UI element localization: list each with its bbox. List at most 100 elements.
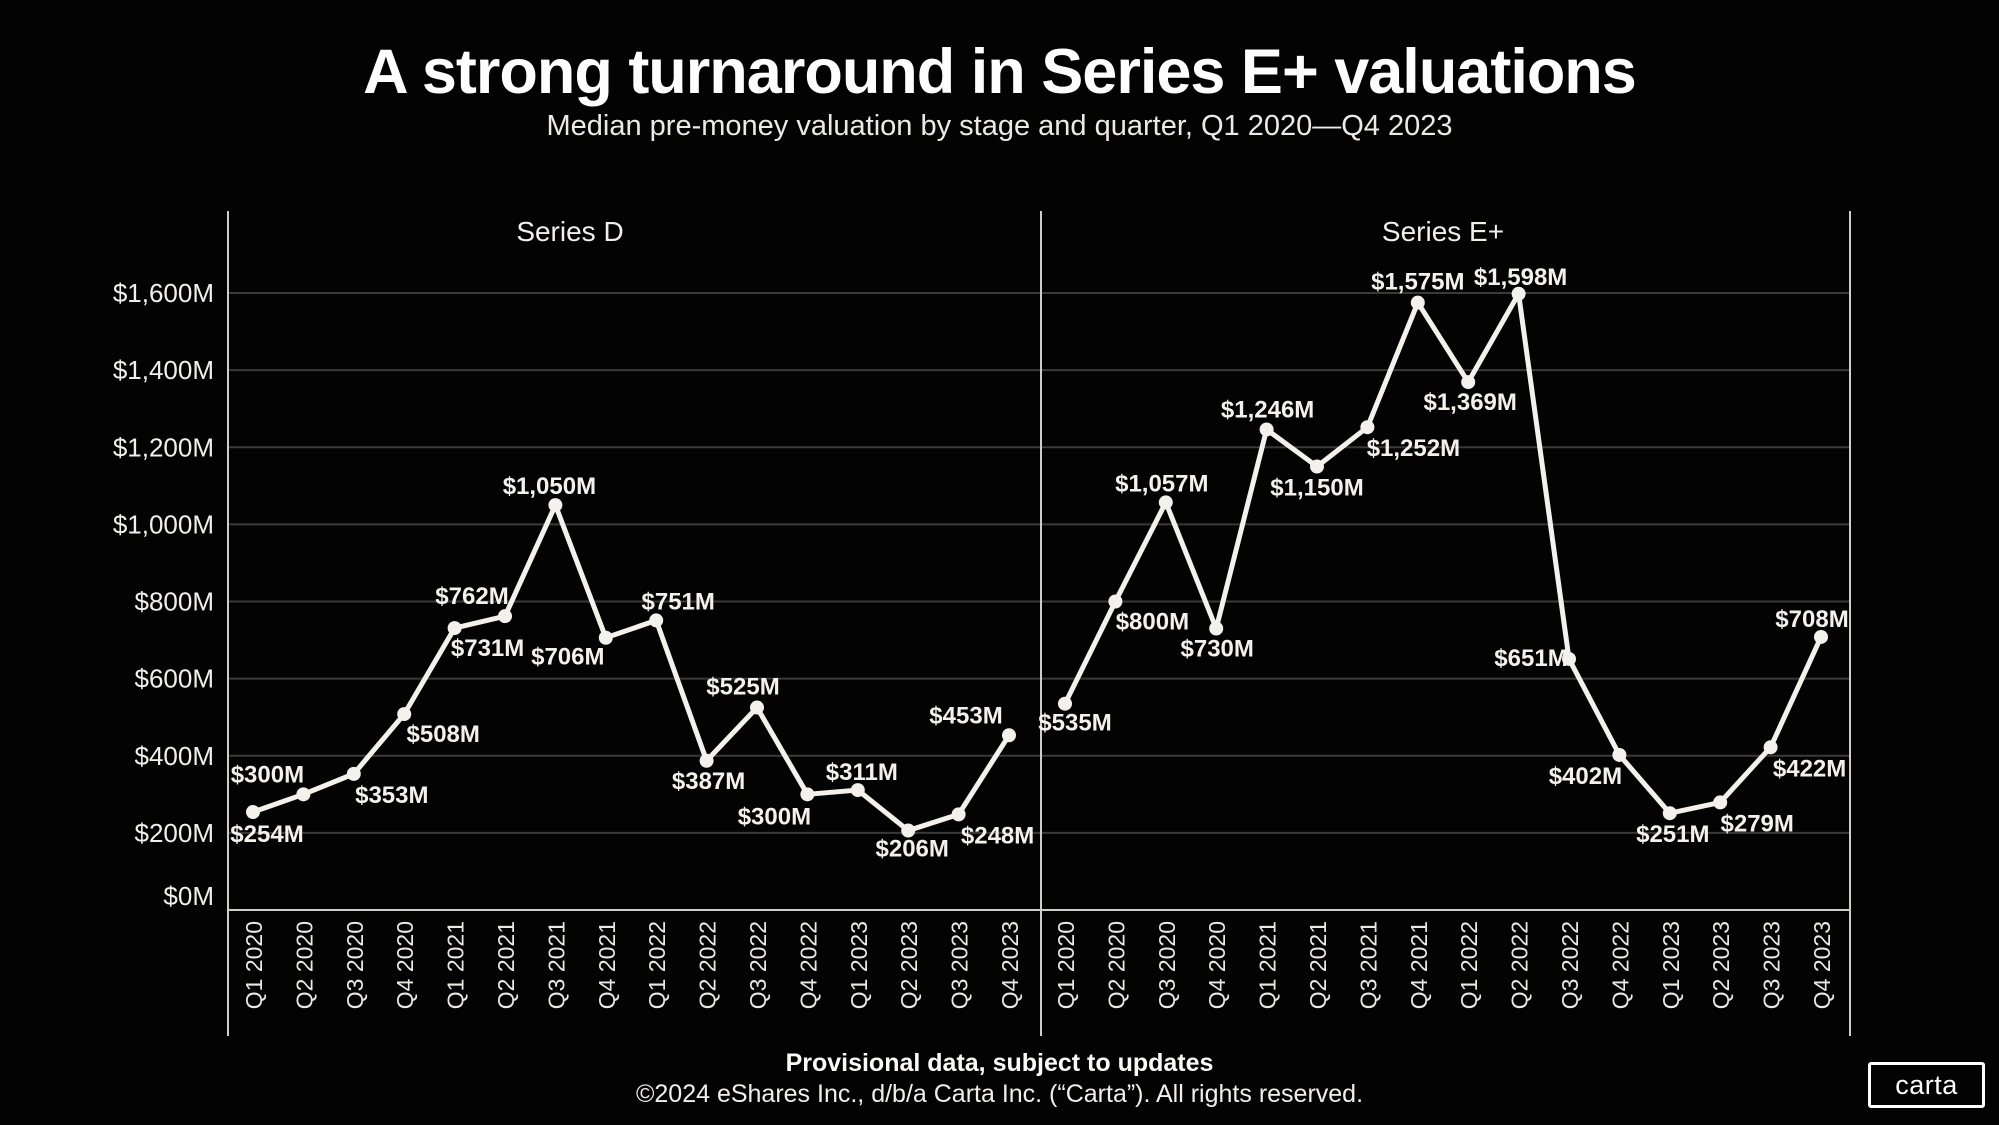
data-point bbox=[1814, 629, 1828, 644]
x-axis-tick-label: Q3 2020 bbox=[342, 921, 368, 1009]
x-axis-tick-label: Q4 2021 bbox=[1406, 921, 1432, 1009]
x-axis-tick-label: Q1 2021 bbox=[1255, 921, 1281, 1009]
x-axis-tick-label: Q2 2023 bbox=[1708, 921, 1734, 1009]
data-point-label: $751M bbox=[642, 588, 715, 615]
data-point bbox=[850, 783, 865, 798]
x-axis-tick-label: Q4 2020 bbox=[1204, 921, 1230, 1009]
x-axis-tick-label: Q1 2022 bbox=[644, 921, 670, 1009]
data-point bbox=[1058, 696, 1072, 711]
data-point bbox=[750, 700, 764, 715]
x-axis-tick-label: Q3 2021 bbox=[543, 921, 569, 1009]
data-point bbox=[1259, 422, 1274, 437]
x-axis-tick-label: Q3 2022 bbox=[745, 921, 771, 1009]
data-point-label: $279M bbox=[1721, 810, 1794, 837]
footnote-provisional: Provisional data, subject to updates bbox=[785, 1049, 1214, 1077]
y-axis-tick-label: $1,200M bbox=[113, 432, 214, 462]
y-axis-tick-label: $0M bbox=[163, 881, 214, 911]
x-axis-tick-label: Q3 2021 bbox=[1355, 921, 1381, 1009]
data-point-label: $651M bbox=[1494, 645, 1567, 672]
data-point bbox=[951, 807, 966, 822]
data-point-label: $353M bbox=[355, 782, 428, 809]
data-point bbox=[1310, 459, 1324, 474]
data-point-label: $300M bbox=[738, 803, 811, 830]
data-point bbox=[598, 630, 613, 645]
data-point bbox=[498, 609, 512, 624]
data-point bbox=[246, 805, 260, 820]
data-point-label: $311M bbox=[826, 759, 898, 786]
data-point bbox=[397, 707, 412, 722]
data-point-label: $706M bbox=[531, 644, 604, 671]
data-point-label: $422M bbox=[1773, 755, 1846, 782]
data-point-label: $206M bbox=[876, 836, 949, 863]
data-point-label: $762M bbox=[435, 583, 508, 610]
data-point-label: $535M bbox=[1038, 710, 1111, 737]
data-point-label: $731M bbox=[451, 635, 524, 662]
x-axis-tick-label: Q1 2021 bbox=[443, 921, 469, 1009]
data-point bbox=[1209, 621, 1224, 636]
series-line-e-plus bbox=[1062, 291, 1824, 816]
data-point-label: $708M bbox=[1775, 606, 1848, 633]
data-point-label: $800M bbox=[1116, 609, 1189, 636]
x-axis-tick-label: Q3 2022 bbox=[1557, 921, 1583, 1009]
data-point bbox=[1713, 795, 1728, 810]
x-axis-tick-label: Q2 2022 bbox=[1507, 921, 1533, 1009]
data-point bbox=[1612, 747, 1627, 762]
data-point-label: $248M bbox=[961, 822, 1034, 849]
page-title: A strong turnaround in Series E+ valuati… bbox=[363, 37, 1637, 107]
y-axis-tick-label: $400M bbox=[135, 741, 215, 771]
x-axis-tick-label: Q4 2020 bbox=[392, 921, 418, 1009]
data-point-label: $1,252M bbox=[1367, 435, 1460, 462]
data-point-label: $453M bbox=[929, 702, 1002, 729]
data-point-label: $251M bbox=[1636, 821, 1709, 848]
data-point-label: $1,575M bbox=[1371, 269, 1464, 296]
x-axis-tick-label: Q2 2023 bbox=[896, 921, 922, 1009]
x-axis-tick-label: Q2 2020 bbox=[1103, 921, 1129, 1009]
x-axis-tick-label: Q3 2023 bbox=[947, 921, 973, 1009]
data-point bbox=[649, 613, 664, 628]
carta-logo: carta bbox=[1868, 1062, 1985, 1108]
x-axis-tick-label: Q1 2020 bbox=[241, 921, 267, 1009]
data-point bbox=[1763, 740, 1778, 755]
data-point-label: $508M bbox=[407, 721, 480, 748]
data-point-label: $525M bbox=[706, 674, 779, 701]
x-axis-tick-label: Q2 2020 bbox=[291, 921, 317, 1009]
x-axis-tick-label: Q1 2023 bbox=[846, 921, 872, 1009]
data-point bbox=[1511, 286, 1526, 301]
x-axis-tick-label: Q3 2020 bbox=[1154, 921, 1180, 1009]
y-axis-tick-label: $1,000M bbox=[113, 509, 214, 539]
x-axis-tick-label: Q1 2023 bbox=[1658, 921, 1684, 1009]
y-axis-tick-label: $600M bbox=[135, 664, 215, 694]
data-point bbox=[800, 787, 815, 802]
data-point-label: $1,150M bbox=[1270, 475, 1363, 502]
panel-title-series-e-plus: Series E+ bbox=[1381, 216, 1505, 247]
data-point bbox=[1002, 728, 1016, 743]
x-axis-tick-label: Q4 2023 bbox=[1809, 921, 1835, 1009]
data-point-label: $1,050M bbox=[503, 473, 596, 500]
x-axis-tick-label: Q2 2021 bbox=[1305, 921, 1331, 1009]
carta-logo-text: carta bbox=[1895, 1069, 1958, 1100]
x-axis-tick-label: Q4 2022 bbox=[1607, 921, 1633, 1009]
data-point-label: $730M bbox=[1181, 635, 1254, 662]
data-point bbox=[1461, 375, 1476, 390]
footnote-copyright: ©2024 eShares Inc., d/b/a Carta Inc. (“C… bbox=[635, 1080, 1364, 1108]
y-axis-tick-label: $1,600M bbox=[113, 278, 214, 308]
data-point bbox=[699, 753, 714, 768]
x-axis-tick-label: Q1 2020 bbox=[1053, 921, 1079, 1009]
panel-title-series-d: Series D bbox=[516, 216, 624, 247]
data-point bbox=[296, 787, 311, 802]
data-point bbox=[901, 823, 916, 838]
data-point bbox=[1662, 806, 1677, 821]
page-subtitle: Median pre-money valuation by stage and … bbox=[546, 110, 1453, 142]
data-point bbox=[548, 498, 563, 513]
x-axis-tick-label: Q4 2023 bbox=[997, 921, 1023, 1009]
data-point-label: $387M bbox=[672, 768, 745, 795]
data-point bbox=[1360, 420, 1375, 435]
data-point bbox=[1562, 651, 1576, 666]
x-axis-tick-label: Q2 2022 bbox=[695, 921, 721, 1009]
data-point bbox=[1158, 495, 1173, 510]
x-axis-tick-label: Q1 2022 bbox=[1456, 921, 1482, 1009]
data-point-label: $1,369M bbox=[1423, 389, 1516, 416]
x-axis-tick-label: Q3 2023 bbox=[1759, 921, 1785, 1009]
